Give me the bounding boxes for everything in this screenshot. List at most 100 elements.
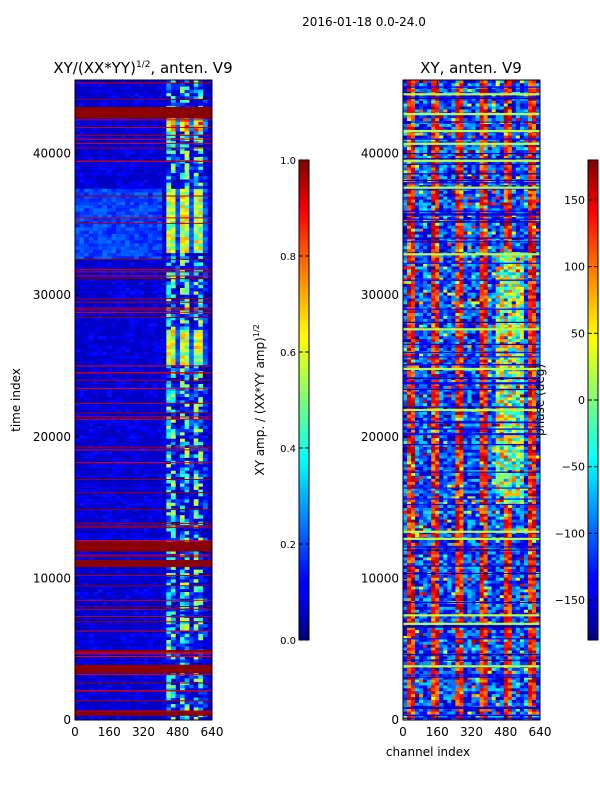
left-heatmap-cell <box>157 425 163 430</box>
right-heatmap-cell <box>443 693 448 698</box>
right-heatmap-cell <box>535 656 540 660</box>
right-heatmap-cell <box>535 574 540 578</box>
right-heatmap-cell <box>499 603 505 607</box>
left-heatmap-stripe <box>75 298 212 300</box>
right-heatmap-cell <box>519 656 525 660</box>
right-heatmap-cell <box>451 609 456 613</box>
right-heatmap-cell <box>479 644 484 648</box>
left-heatmap-cell <box>138 515 144 519</box>
left-heatmap-cell <box>88 179 94 183</box>
right-heatmap-cell <box>447 711 452 715</box>
right-heatmap-cell <box>471 589 476 593</box>
left-heatmap-cell <box>143 633 149 638</box>
right-heatmap-cell <box>435 568 440 572</box>
right-heatmap-cell <box>463 693 468 698</box>
right-heatmap-cell <box>447 638 452 642</box>
right-heatmap-cell <box>531 708 537 712</box>
left-heatmap-cell <box>184 640 190 644</box>
right-heatmap-cell <box>443 635 448 639</box>
left-heatmap-cell <box>175 454 181 458</box>
left-heatmap-cell <box>116 288 121 292</box>
left-heatmap-cell <box>125 220 131 225</box>
right-heatmap-cell <box>475 644 480 648</box>
right-heatmap-cell <box>443 679 448 683</box>
left-heatmap-cell <box>202 275 208 279</box>
right-heatmap-cell <box>523 647 529 651</box>
left-heatmap-cell <box>120 134 126 138</box>
left-heatmap-cell <box>148 208 153 212</box>
right-heatmap-cell <box>515 676 521 680</box>
right-heatmap-cell <box>527 618 533 622</box>
right-heatmap-cell <box>439 580 444 584</box>
right-heatmap-cell <box>435 650 440 654</box>
left-heatmap-cell <box>170 704 176 708</box>
left-heatmap-cell <box>166 201 172 206</box>
left-heatmap-cell <box>116 384 121 388</box>
right-heatmap-cell <box>519 644 525 648</box>
left-heatmap-cell <box>180 233 185 238</box>
left-heatmap-cell <box>193 313 199 318</box>
left-heatmap-cell <box>84 550 89 554</box>
left-heatmap-cell <box>134 355 140 359</box>
left-heatmap-cell <box>125 390 131 394</box>
left-heatmap-cell <box>193 572 199 577</box>
left-heatmap-stripe <box>75 673 212 675</box>
left-heatmap-cell <box>84 201 89 206</box>
left-heatmap-cell <box>157 294 163 298</box>
left-heatmap-cell <box>207 188 212 193</box>
left-heatmap-cell <box>193 588 199 593</box>
right-heatmap-cell <box>479 711 484 715</box>
left-heatmap-cell <box>161 576 167 580</box>
left-heatmap-cell <box>161 243 167 247</box>
right-heatmap-cell <box>491 667 496 671</box>
left-heatmap-cell <box>84 249 89 254</box>
left-heatmap-cell <box>134 227 140 231</box>
right-heatmap-cell <box>471 670 476 674</box>
left-heatmap-cell <box>79 716 85 720</box>
right-heatmap-cell <box>527 606 533 610</box>
right-heatmap-cell <box>535 618 540 622</box>
left-heatmap-cell <box>175 400 181 404</box>
right-heatmap-cell <box>511 676 517 680</box>
right-heatmap-cell <box>407 618 412 622</box>
left-heatmap-cell <box>75 224 80 228</box>
right-heatmap-cell <box>459 629 464 634</box>
left-heatmap-cell <box>106 531 112 535</box>
right-heatmap-cell <box>523 568 529 572</box>
right-heatmap-cell <box>447 708 452 712</box>
left-heatmap-cell <box>111 636 117 641</box>
right-heatmap-cell <box>435 685 440 689</box>
left-heatmap-cell <box>138 387 144 391</box>
left-heatmap-cell <box>193 272 199 276</box>
left-heatmap-cell <box>198 214 204 218</box>
right-heatmap-cell <box>507 702 513 706</box>
right-heatmap-cell <box>459 612 464 616</box>
right-heatmap-cell <box>447 583 452 587</box>
left-heatmap-cell <box>120 227 126 231</box>
left-heatmap-cell <box>198 249 204 254</box>
left-heatmap-cell <box>184 364 190 369</box>
right-heatmap-cell <box>515 618 521 622</box>
right-heatmap-cell <box>479 693 484 698</box>
left-heatmap-cell <box>134 486 140 490</box>
right-heatmap-cell <box>503 644 509 648</box>
left-heatmap-cell <box>134 659 140 663</box>
left-heatmap-cell <box>180 656 185 660</box>
right-heatmap-cell <box>463 656 468 660</box>
left-heatmap-cell <box>202 684 208 689</box>
left-heatmap-cell <box>111 163 117 167</box>
right-heatmap-cell <box>507 557 513 561</box>
left-heatmap-cell <box>166 345 172 350</box>
left-heatmap-cell <box>202 396 208 401</box>
right-heatmap-cell <box>471 618 476 622</box>
left-heatmap-cell <box>116 707 121 711</box>
right-heatmap-cell <box>419 568 424 572</box>
left-heatmap-cell <box>189 249 195 254</box>
right-heatmap-cell <box>415 609 420 613</box>
left-heatmap-cell <box>198 585 204 590</box>
right-heatmap-cell <box>519 557 525 561</box>
left-heatmap-cell <box>116 630 121 634</box>
left-heatmap-cell <box>166 217 172 222</box>
right-heatmap-cell <box>439 629 444 634</box>
left-heatmap-cell <box>184 393 190 398</box>
